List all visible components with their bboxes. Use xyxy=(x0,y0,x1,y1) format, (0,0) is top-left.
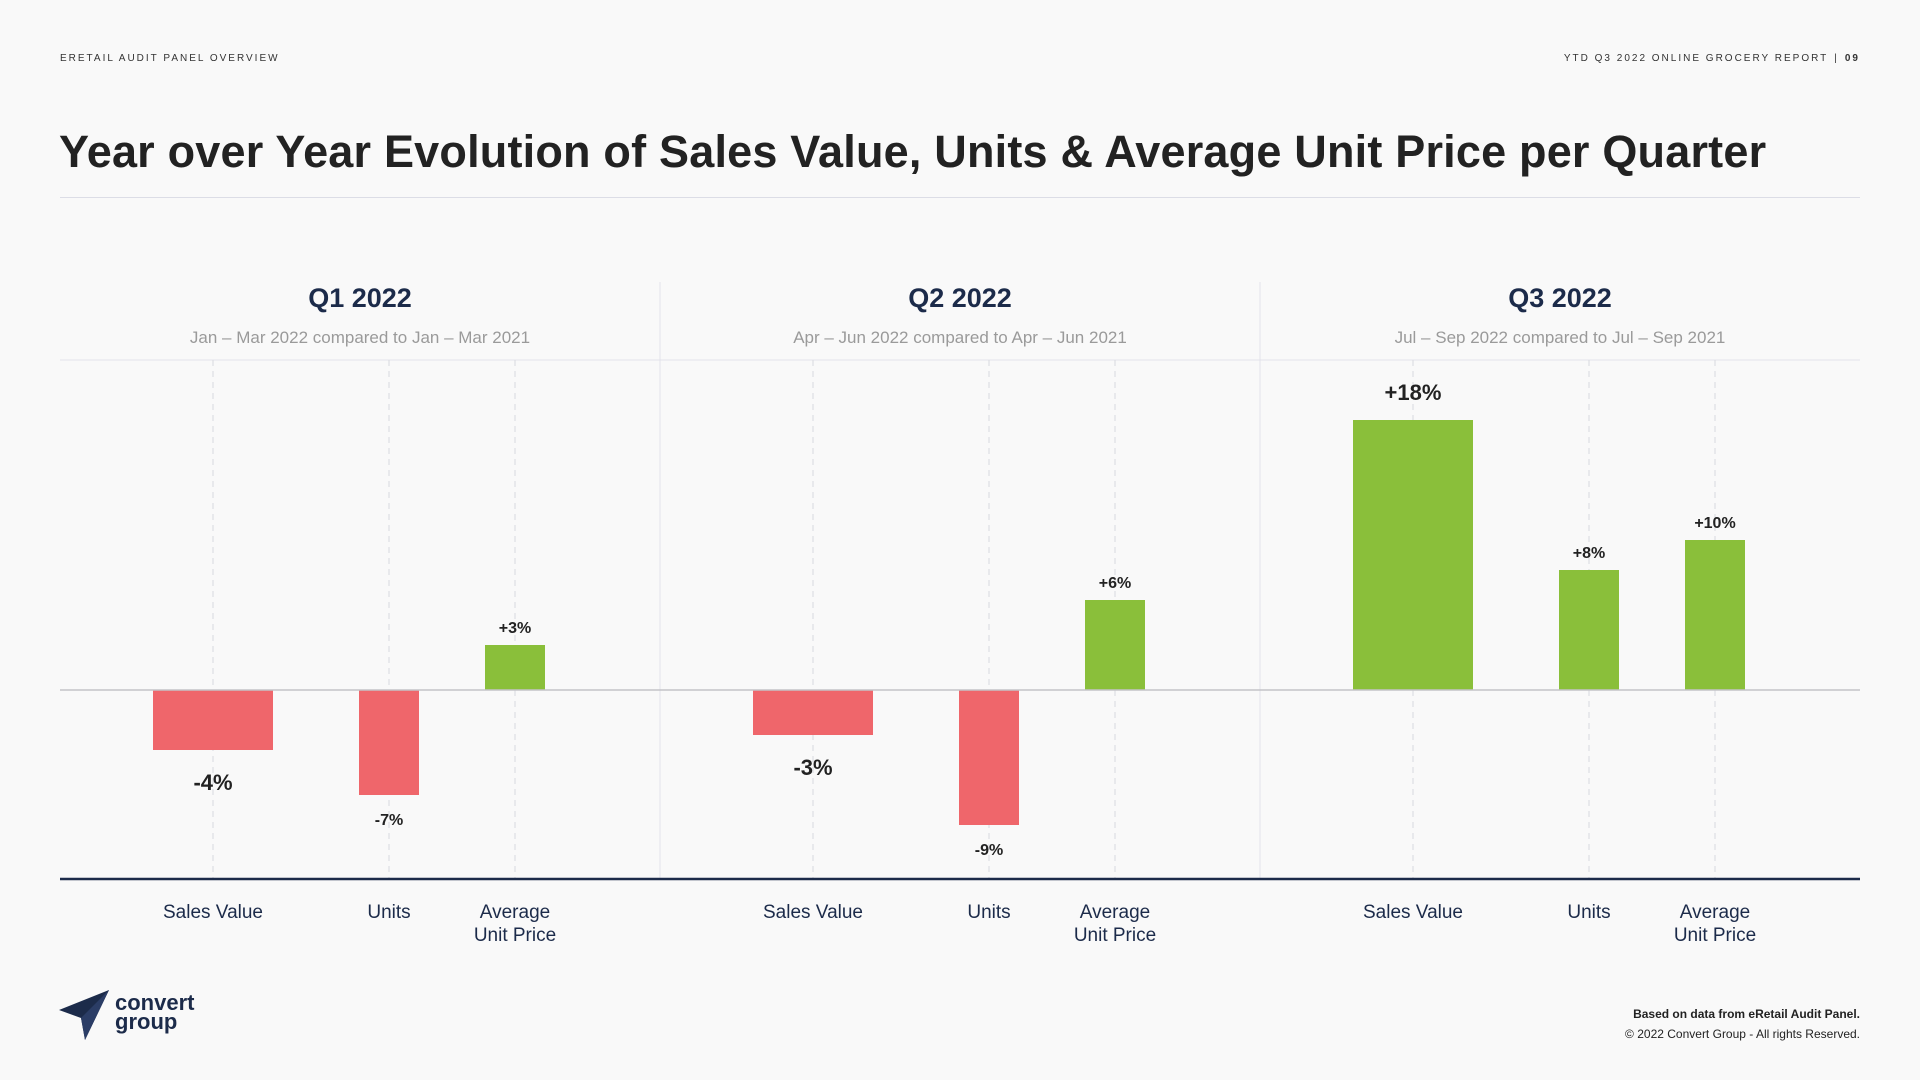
data-label: -4% xyxy=(193,770,232,795)
category-label: Average xyxy=(1080,902,1150,923)
convert-group-logo-icon xyxy=(59,990,109,1040)
section-label: ERETAIL AUDIT PANEL OVERVIEW xyxy=(60,53,280,64)
category-label: Average xyxy=(480,902,550,923)
category-label: Sales Value xyxy=(163,902,263,923)
quarter-title: Q1 2022 xyxy=(308,283,412,313)
category-label: Unit Price xyxy=(474,925,556,946)
page-title: Year over Year Evolution of Sales Value,… xyxy=(59,126,1767,177)
data-label: +10% xyxy=(1694,515,1735,532)
category-label: Units xyxy=(367,902,410,923)
bar xyxy=(753,690,873,735)
data-label: -9% xyxy=(975,842,1003,859)
bar xyxy=(1559,570,1619,690)
bar xyxy=(1353,420,1473,690)
bar xyxy=(959,690,1019,825)
page-number: 09 xyxy=(1844,53,1860,64)
logo-line-2: group xyxy=(115,1009,178,1034)
quarter-subtitle: Jul – Sep 2022 compared to Jul – Sep 202… xyxy=(1395,328,1726,347)
data-label: +6% xyxy=(1099,575,1131,592)
quarter-subtitle: Jan – Mar 2022 compared to Jan – Mar 202… xyxy=(190,328,530,347)
bar xyxy=(359,690,419,795)
source-note: Based on data from eRetail Audit Panel. xyxy=(1633,1007,1860,1021)
footer: Based on data from eRetail Audit Panel. … xyxy=(1625,1004,1860,1044)
report-label: YTD Q3 2022 ONLINE GROCERY REPORT | 09 xyxy=(1564,53,1860,64)
category-label: Units xyxy=(967,902,1010,923)
data-label: -7% xyxy=(375,812,403,829)
logo-text: convert group xyxy=(115,990,195,1034)
bar xyxy=(1085,600,1145,690)
header-separator: | xyxy=(1834,53,1839,64)
category-label: Units xyxy=(1567,902,1610,923)
copyright: © 2022 Convert Group - All rights Reserv… xyxy=(1625,1027,1860,1041)
report-name: YTD Q3 2022 ONLINE GROCERY REPORT xyxy=(1563,53,1829,64)
data-label: +3% xyxy=(499,620,531,637)
category-label: Average xyxy=(1680,902,1750,923)
data-label: +18% xyxy=(1385,380,1442,405)
bar xyxy=(1685,540,1745,690)
category-label: Unit Price xyxy=(1074,925,1156,946)
logo-line-1: convert xyxy=(115,990,195,1015)
title-divider xyxy=(60,197,1860,198)
data-label: +8% xyxy=(1573,545,1605,562)
bar xyxy=(485,645,545,690)
category-label: Unit Price xyxy=(1674,925,1756,946)
bar xyxy=(153,690,273,750)
category-label: Sales Value xyxy=(763,902,863,923)
quarter-subtitle: Apr – Jun 2022 compared to Apr – Jun 202… xyxy=(793,328,1127,347)
data-label: -3% xyxy=(793,755,832,780)
quarter-title: Q2 2022 xyxy=(908,283,1012,313)
category-label: Sales Value xyxy=(1363,902,1463,923)
quarter-title: Q3 2022 xyxy=(1508,283,1612,313)
